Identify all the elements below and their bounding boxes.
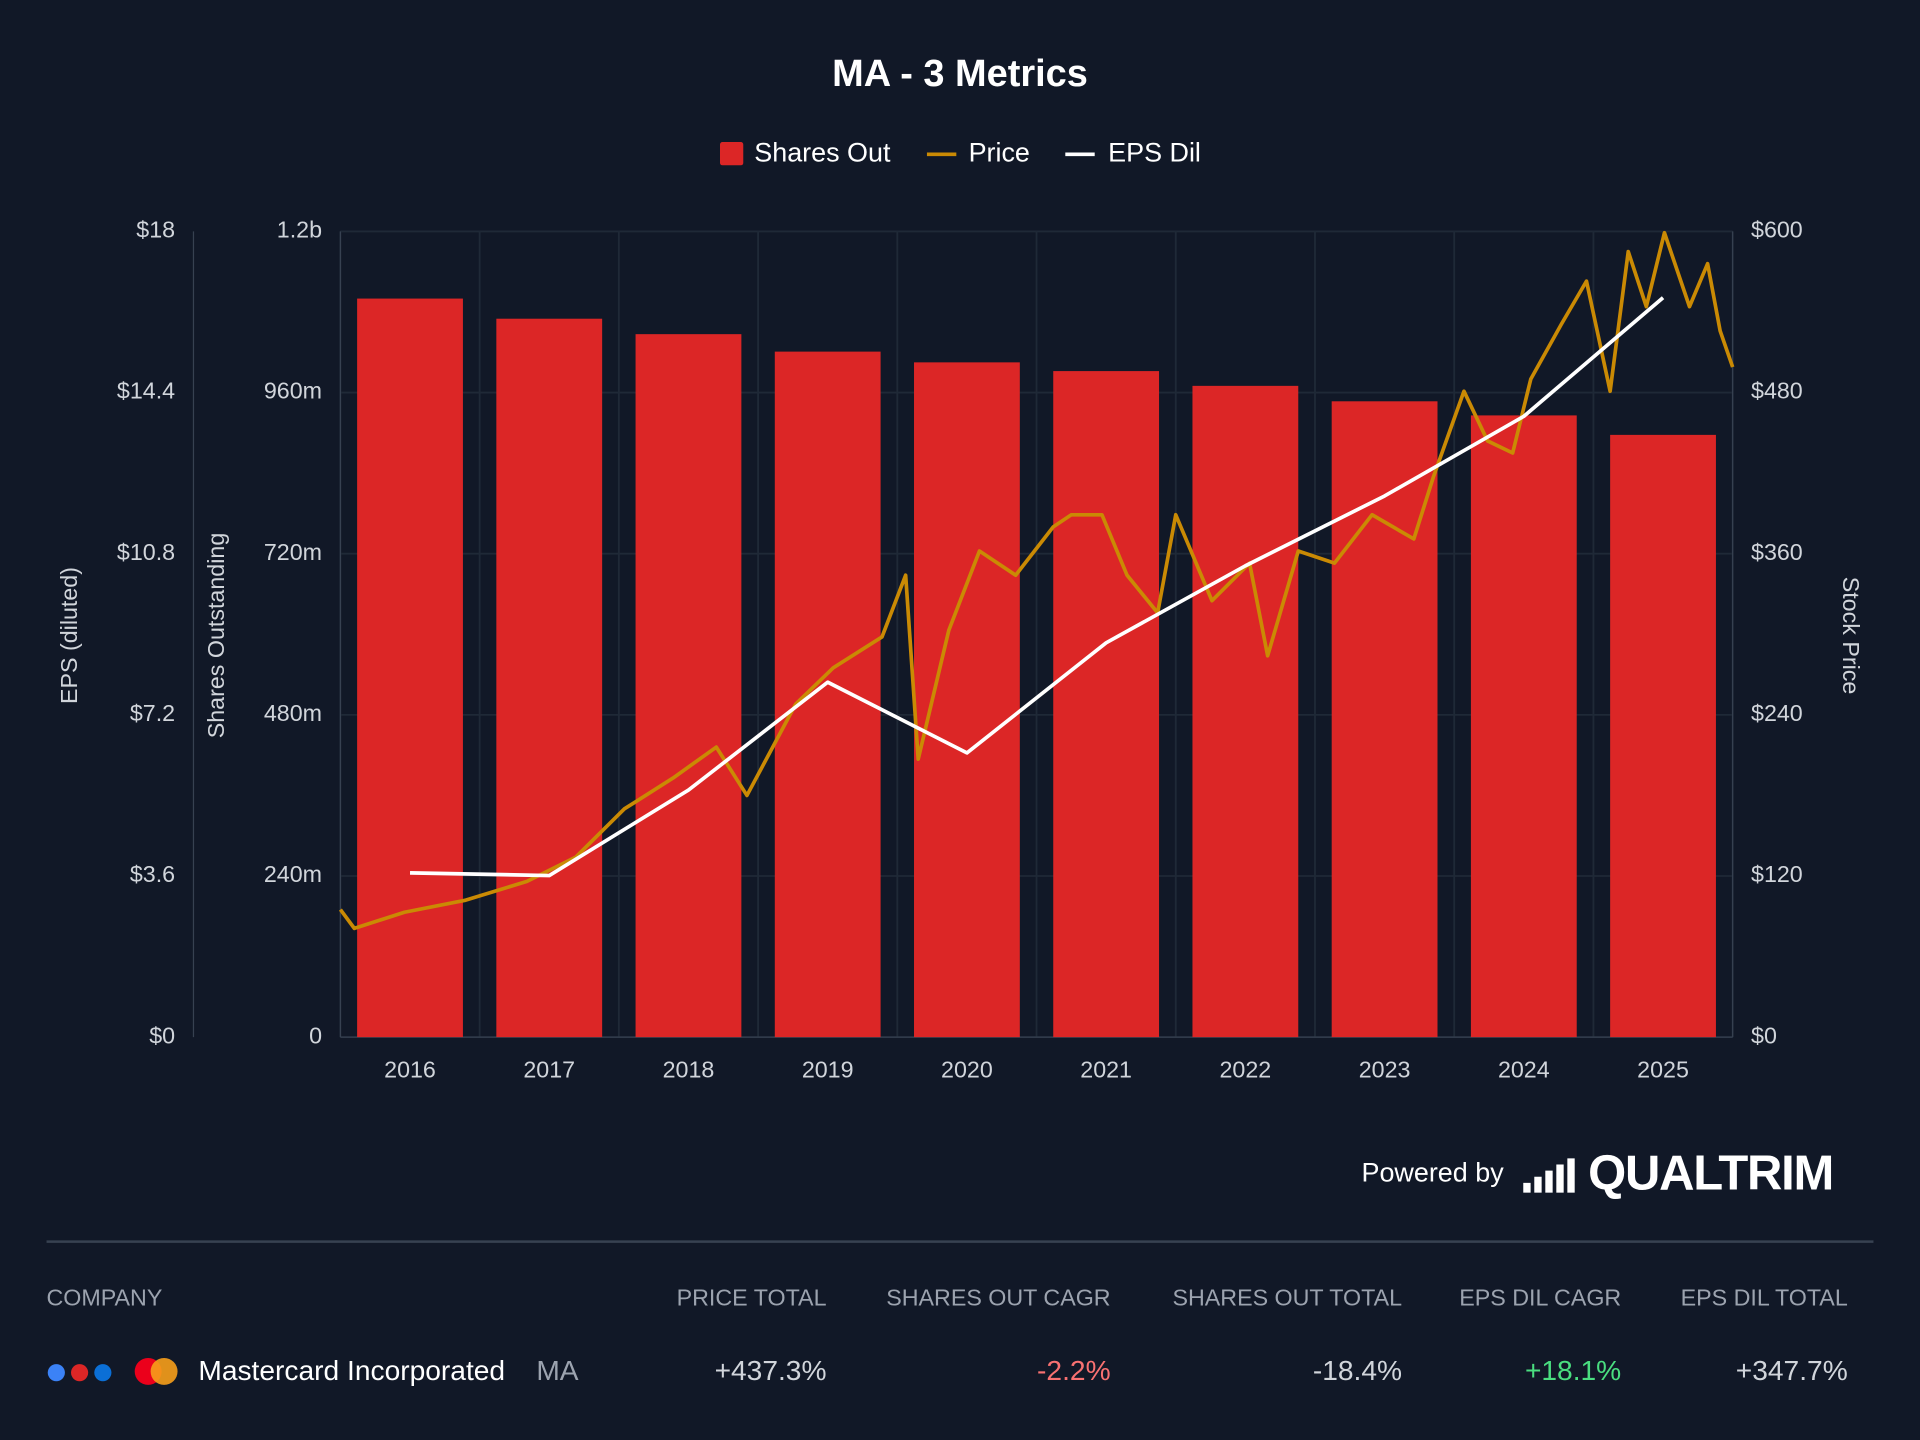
x-tick-label: 2023 <box>1359 1057 1411 1083</box>
x-tick-label: 2021 <box>1080 1057 1132 1083</box>
y-tick-label: 1.2b <box>277 217 322 243</box>
company-dots <box>47 1364 112 1382</box>
marks <box>338 230 1735 1038</box>
table-header: SHARES OUT TOTAL <box>1172 1284 1402 1310</box>
y2-axis-title: Stock Price <box>1838 577 1864 695</box>
table-cell: -18.4% <box>1313 1355 1402 1386</box>
x-tick-label: 2017 <box>523 1057 575 1083</box>
y2-tick-label: $480 <box>1751 378 1803 404</box>
y3-tick-label: $0 <box>149 1022 175 1048</box>
table-header: EPS DIL CAGR <box>1459 1284 1621 1310</box>
logo-text: QUALTRIM <box>1588 1147 1833 1201</box>
bar <box>357 298 463 1038</box>
x-tick-label: 2019 <box>802 1057 854 1083</box>
legend-label: Price <box>969 137 1030 167</box>
x-tick-label: 2018 <box>663 1057 715 1083</box>
legend-label: Shares Out <box>754 137 891 167</box>
bar <box>635 334 742 1038</box>
y-axis-title: Shares Outstanding <box>203 533 229 739</box>
legend: Shares Out Price EPS Dil <box>720 137 1201 167</box>
y2-tick-label: $120 <box>1751 861 1803 887</box>
x-tick-label: 2020 <box>941 1057 993 1083</box>
y-tick-label: 480m <box>264 700 322 726</box>
table-header: EPS DIL TOTAL <box>1681 1284 1848 1310</box>
y2-tick-label: $360 <box>1751 539 1803 565</box>
bar <box>1610 434 1716 1038</box>
y-tick-label: 960m <box>264 378 322 404</box>
y2-tick-label: $600 <box>1751 217 1803 243</box>
bar <box>1331 401 1438 1038</box>
y3-tick-label: $18 <box>136 217 175 243</box>
y2-tick-label: $240 <box>1751 700 1803 726</box>
legend-label: EPS Dil <box>1108 137 1201 167</box>
x-tick-label: 2025 <box>1637 1057 1689 1083</box>
y3-tick-label: $7.2 <box>130 700 175 726</box>
table-cell: +347.7% <box>1736 1355 1848 1386</box>
bar <box>1470 415 1577 1038</box>
chart-title: MA - 3 Metrics <box>832 53 1088 95</box>
company-ticker: MA <box>536 1355 578 1386</box>
y3-tick-label: $10.8 <box>117 539 175 565</box>
table-header: COMPANY <box>47 1284 163 1310</box>
bar <box>774 351 881 1038</box>
y3-tick-label: $3.6 <box>130 861 175 887</box>
table-cell: +18.1% <box>1525 1355 1621 1386</box>
table-header: PRICE TOTAL <box>677 1284 827 1310</box>
bar <box>1192 385 1299 1038</box>
y-tick-label: 0 <box>309 1022 322 1048</box>
bar <box>914 362 1020 1038</box>
bar <box>496 318 603 1038</box>
y-tick-label: 720m <box>264 539 322 565</box>
legend-swatch <box>720 142 744 166</box>
table-header: SHARES OUT CAGR <box>886 1284 1110 1310</box>
y2-tick-label: $0 <box>1751 1022 1777 1048</box>
x-tick-label: 2022 <box>1220 1057 1272 1083</box>
x-tick-label: 2024 <box>1498 1057 1550 1083</box>
y3-axis-title: EPS (diluted) <box>56 567 82 704</box>
line <box>338 230 1735 931</box>
line <box>409 296 1665 878</box>
x-tick-label: 2016 <box>384 1057 436 1083</box>
logo-icon <box>1523 1158 1575 1193</box>
powered-by: Powered by <box>1362 1157 1505 1187</box>
y3-tick-label: $14.4 <box>117 378 175 404</box>
table-cell: -2.2% <box>1037 1355 1111 1386</box>
bar <box>1053 371 1160 1038</box>
table-cell: +437.3% <box>715 1355 827 1386</box>
company-name: Mastercard Incorporated <box>198 1355 505 1386</box>
y-tick-label: 240m <box>264 861 322 887</box>
company-logo <box>134 1357 178 1385</box>
